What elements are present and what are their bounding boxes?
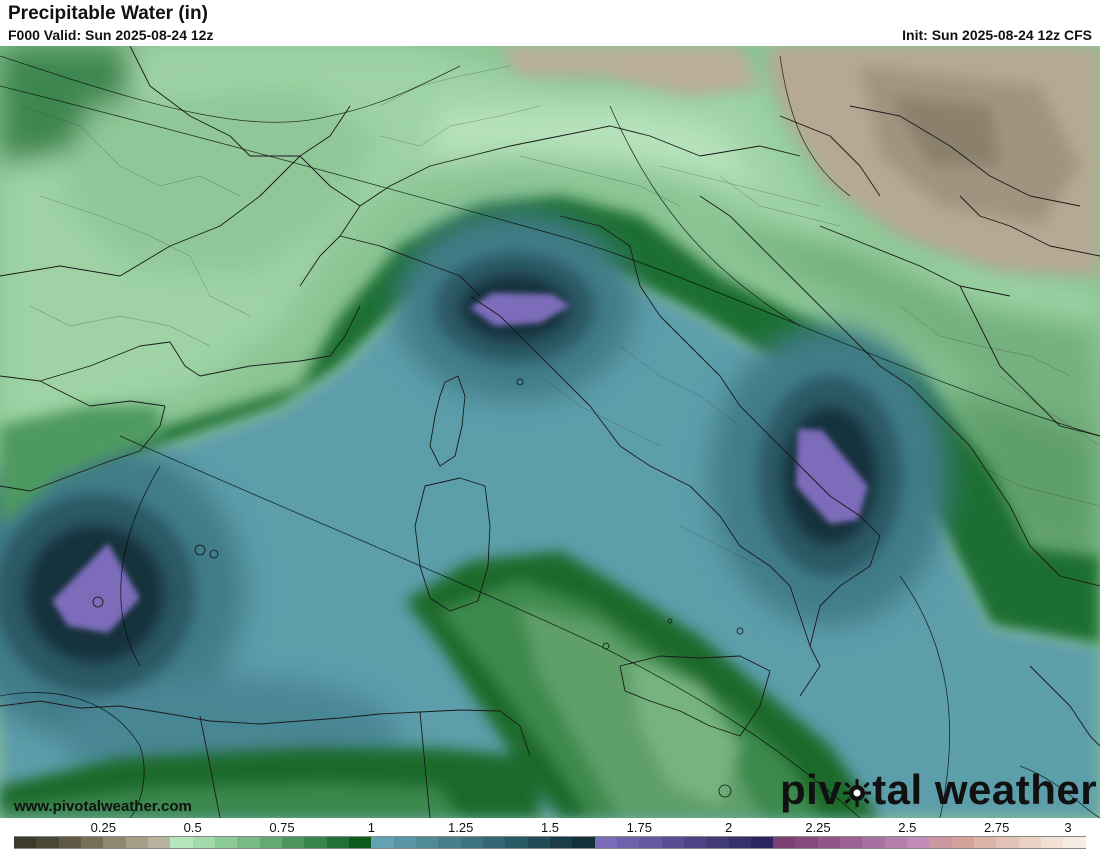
valid-time: F000 Valid: Sun 2025-08-24 12z xyxy=(8,27,214,43)
legend-swatch xyxy=(214,837,238,848)
legend-tick-label: 2.25 xyxy=(805,820,831,835)
legend-swatch xyxy=(304,837,327,848)
legend-swatch xyxy=(594,837,617,848)
legend-swatch xyxy=(1041,837,1064,848)
legend-swatch xyxy=(840,837,863,848)
legend-tick-label: 3 xyxy=(1064,820,1072,835)
legend-swatch xyxy=(974,837,997,848)
legend-swatch xyxy=(996,837,1019,848)
brand-text-left: piv xyxy=(780,766,843,813)
legend-swatch xyxy=(371,837,394,848)
legend-tick-label: 0.25 xyxy=(90,820,116,835)
legend-swatch xyxy=(862,837,885,848)
admin-borders xyxy=(19,65,1100,567)
legend-swatch xyxy=(907,837,930,848)
pivotal-weather-logo: piv tal weather xyxy=(780,766,1097,814)
green-field-east xyxy=(720,226,1100,566)
legend-tick-label: 2.5 xyxy=(898,820,917,835)
legend-swatch xyxy=(773,837,796,848)
legend-swatch xyxy=(36,837,59,848)
legend-swatch xyxy=(125,837,148,848)
legend-swatch xyxy=(951,837,975,848)
init-time: Init: Sun 2025-08-24 12z CFS xyxy=(902,27,1092,43)
legend-swatch xyxy=(661,837,684,848)
legend-swatch xyxy=(706,837,729,848)
legend-swatch xyxy=(639,837,662,848)
map-header: Precipitable Water (in) F000 Valid: Sun … xyxy=(0,0,1100,46)
legend-swatch xyxy=(147,837,171,848)
legend-tick-label: 0.75 xyxy=(269,820,295,835)
legend-swatch xyxy=(817,837,841,848)
legend-swatch xyxy=(572,837,595,848)
country-borders xyxy=(0,46,1100,818)
legend-swatch xyxy=(281,837,305,848)
sun-gear-icon xyxy=(842,770,872,807)
legend-swatch xyxy=(683,837,707,848)
site-url: www.pivotalweather.com xyxy=(14,798,192,815)
color-legend: 0.25 0.5 0.75 1 1.25 1.5 1.75 2 2.25 2.5 2.75 3 xyxy=(0,818,1100,850)
legend-swatch xyxy=(616,837,640,848)
precipitable-water-map[interactable] xyxy=(0,46,1100,818)
legend-swatch xyxy=(750,837,774,848)
map-title: Precipitable Water (in) xyxy=(8,3,208,24)
legend-swatch xyxy=(103,837,126,848)
legend-colorbar xyxy=(14,836,1086,849)
legend-tick-label: 2.75 xyxy=(984,820,1010,835)
legend-swatch xyxy=(170,837,193,848)
legend-swatch xyxy=(438,837,461,848)
legend-swatch xyxy=(58,837,81,848)
legend-swatch xyxy=(795,837,818,848)
legend-swatch xyxy=(348,837,372,848)
brand-text-right: tal weather xyxy=(872,766,1098,813)
legend-tick-label: 2 xyxy=(725,820,733,835)
legend-swatch xyxy=(728,837,751,848)
purple-cores xyxy=(52,293,868,633)
legend-swatch xyxy=(259,837,282,848)
legend-tick-label: 1.25 xyxy=(448,820,474,835)
legend-swatch xyxy=(237,837,260,848)
small-islands xyxy=(92,378,744,798)
legend-swatch xyxy=(1018,837,1042,848)
legend-swatch xyxy=(549,837,573,848)
legend-swatch xyxy=(929,837,952,848)
legend-swatch xyxy=(192,837,215,848)
green-field-north xyxy=(0,46,1100,436)
graticule-lines xyxy=(0,55,1100,818)
legend-swatch xyxy=(393,837,416,848)
legend-swatch xyxy=(1063,837,1086,848)
legend-swatch xyxy=(80,837,104,848)
legend-tick-label: 1 xyxy=(367,820,375,835)
legend-tick-label: 0.5 xyxy=(183,820,202,835)
legend-swatch xyxy=(14,837,37,848)
legend-swatch xyxy=(884,837,908,848)
legend-swatch xyxy=(415,837,439,848)
legend-swatch xyxy=(326,837,349,848)
dry-air-northeast xyxy=(500,46,1100,276)
legend-tick-label: 1.75 xyxy=(626,820,652,835)
legend-swatch xyxy=(460,837,483,848)
legend-swatch xyxy=(505,837,528,848)
green-tongue-south xyxy=(0,551,880,818)
legend-swatch xyxy=(527,837,550,848)
legend-tick-label: 1.5 xyxy=(540,820,560,835)
legend-swatch xyxy=(482,837,506,848)
